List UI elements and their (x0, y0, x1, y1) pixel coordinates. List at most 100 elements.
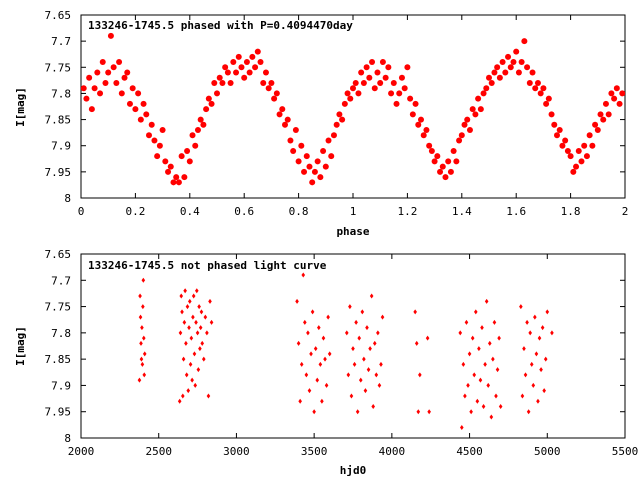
data-point (203, 106, 210, 113)
data-point (368, 346, 372, 352)
data-point (206, 393, 211, 399)
data-point (347, 95, 354, 102)
data-point (366, 74, 373, 81)
data-point (86, 74, 93, 81)
data-point (477, 346, 481, 352)
data-point (486, 382, 491, 388)
data-point (273, 90, 280, 97)
data-point (118, 90, 125, 97)
data-point (352, 79, 359, 86)
data-point (146, 132, 152, 139)
data-point (309, 179, 316, 186)
data-point (199, 309, 204, 315)
data-point (310, 309, 315, 315)
x-tick-label: 1.2 (397, 205, 417, 218)
data-point (545, 95, 552, 102)
data-point (385, 64, 392, 71)
data-point (322, 163, 329, 170)
data-point (314, 158, 321, 165)
data-point (230, 59, 237, 66)
data-point (464, 116, 471, 123)
data-point (363, 64, 370, 71)
data-point (317, 325, 321, 331)
data-point (407, 95, 414, 102)
data-point (260, 79, 267, 86)
data-point (515, 69, 522, 76)
data-point (341, 100, 348, 107)
data-point (491, 69, 498, 76)
data-point (486, 74, 492, 81)
data-point (262, 69, 269, 76)
data-point (371, 403, 376, 409)
data-point (238, 64, 245, 71)
data-point (369, 59, 376, 66)
data-point (453, 158, 460, 165)
data-point (526, 79, 533, 86)
data-point (313, 346, 318, 352)
data-point (235, 53, 242, 60)
x-axis-label: hjd0 (340, 464, 367, 477)
data-point (141, 277, 146, 283)
x-tick-label: 2 (622, 205, 629, 218)
y-tick-label: 7.95 (45, 166, 72, 179)
data-point (135, 90, 142, 97)
data-point (138, 314, 143, 320)
chart-title: 133246-1745.5 phased with P=0.4094470day (88, 19, 353, 32)
data-point (154, 153, 161, 160)
data-point (472, 372, 477, 378)
data-point (581, 142, 588, 149)
data-point (589, 142, 596, 149)
data-point (138, 293, 142, 299)
data-point (292, 127, 299, 134)
x-tick-label: 4500 (456, 445, 483, 458)
data-point (214, 90, 220, 97)
data-point (216, 74, 223, 81)
x-tick-label: 1.6 (506, 205, 526, 218)
x-tick-label: 2500 (145, 445, 172, 458)
data-point (398, 74, 405, 81)
data-point (415, 121, 422, 128)
data-point (301, 272, 306, 278)
y-tick-label: 7.7 (51, 35, 71, 48)
data-point (426, 142, 433, 149)
data-point (425, 335, 430, 341)
data-point (539, 367, 543, 373)
data-point (317, 174, 324, 181)
data-point (613, 85, 620, 92)
data-point (192, 351, 197, 357)
data-point (540, 85, 547, 92)
data-point (434, 153, 441, 160)
data-point (201, 356, 206, 362)
data-point (363, 388, 368, 394)
data-point (170, 179, 177, 186)
data-point (352, 361, 357, 367)
data-point (371, 85, 378, 92)
data-point (529, 69, 536, 76)
x-tick-label: 5500 (612, 445, 639, 458)
data-point (184, 147, 191, 154)
data-point (543, 356, 548, 362)
data-point (185, 304, 190, 310)
data-point (396, 90, 403, 97)
data-point (320, 398, 324, 404)
data-point (379, 361, 383, 367)
data-point (324, 382, 329, 388)
data-point (178, 153, 185, 160)
y-tick-label: 8 (64, 192, 71, 205)
data-point (81, 85, 87, 92)
data-point (83, 95, 90, 102)
data-point (339, 116, 346, 123)
data-point (306, 330, 310, 336)
data-point (197, 304, 201, 310)
chart-title: 133246-1745.5 not phased light curve (88, 259, 327, 272)
data-point (162, 158, 169, 165)
data-point (99, 59, 106, 66)
data-point (461, 361, 466, 367)
data-point (521, 38, 528, 45)
data-point (180, 309, 184, 315)
data-point (321, 335, 326, 341)
y-tick-label: 7.85 (45, 353, 72, 366)
x-tick-label: 0 (78, 205, 85, 218)
data-point (139, 356, 144, 362)
y-tick-label: 7.95 (45, 406, 72, 419)
